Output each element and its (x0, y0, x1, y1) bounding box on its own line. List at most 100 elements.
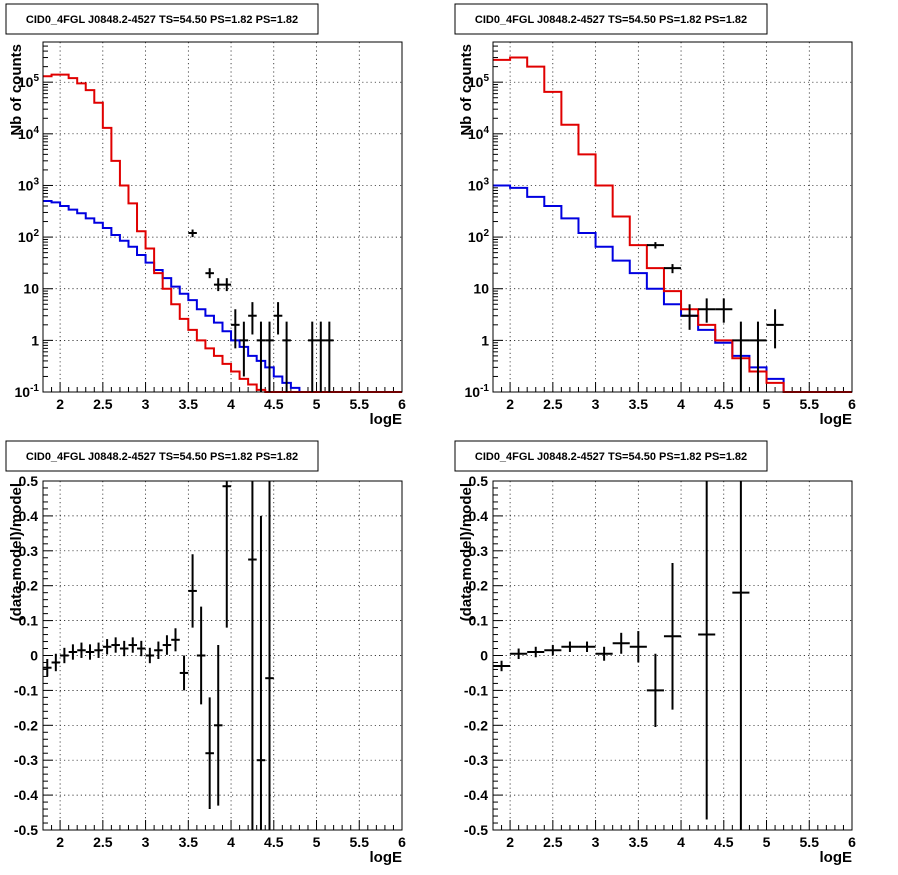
data-point (265, 321, 274, 392)
x-tick-label: 2 (56, 834, 64, 850)
y-tick-label: 0.3 (469, 543, 489, 559)
panel-4: CID0_4FGL J0848.2-4527 TS=54.50 PS=1.82 … (454, 440, 856, 866)
data-points (188, 229, 334, 392)
title-box (5, 3, 319, 35)
data-point (646, 242, 664, 249)
data-point (213, 278, 223, 292)
data-point (222, 481, 232, 628)
data-point (766, 309, 784, 349)
y-tick-label: 102 (18, 228, 40, 245)
data-point (715, 298, 733, 323)
y-tick-label: 103 (18, 176, 40, 193)
data-point (222, 278, 232, 292)
model-total-histogram (43, 73, 402, 393)
data-point (188, 229, 197, 238)
x-tick-label: 3.5 (629, 396, 649, 412)
plot-frame (492, 480, 853, 831)
y-tick-label: -0.3 (14, 752, 38, 768)
y-tick-label: 1 (481, 332, 489, 348)
x-tick-label: 2.5 (93, 396, 113, 412)
data-point (663, 563, 682, 710)
x-tick-label: 5.5 (800, 396, 820, 412)
data-point (273, 302, 283, 335)
grid (493, 42, 853, 393)
data-point (256, 321, 266, 392)
x-tick-label: 2 (506, 396, 514, 412)
y-tick-label: 104 (468, 125, 490, 142)
x-tick-label: 2 (56, 396, 64, 412)
chart-title: CID0_4FGL J0848.2-4527 TS=54.50 PS=1.82 … (475, 451, 747, 463)
axis-ticks (42, 480, 403, 831)
y-axis-label: (data-model)/model (458, 483, 475, 621)
data-point (205, 268, 214, 279)
chart-title: CID0_4FGL J0848.2-4527 TS=54.50 PS=1.82 … (475, 14, 747, 26)
x-axis-label: logE (370, 849, 403, 866)
x-tick-label: 3 (592, 396, 600, 412)
y-tick-label: 0.1 (19, 613, 39, 629)
chart-title: CID0_4FGL J0848.2-4527 TS=54.50 PS=1.82 … (26, 14, 298, 26)
data-point (213, 645, 223, 806)
y-tick-label: 0.4 (19, 508, 39, 524)
data-point (77, 642, 86, 658)
x-tick-label: 2 (506, 834, 514, 850)
data-point (595, 646, 613, 661)
y-tick-label: 0.2 (19, 578, 39, 594)
data-point (188, 554, 197, 628)
data-point (128, 637, 138, 653)
y-tick-label: -0.5 (464, 822, 488, 838)
plot-frame (42, 41, 403, 393)
data-point (43, 658, 52, 677)
model-total-histogram (493, 56, 852, 393)
data-point (94, 642, 103, 658)
x-tick-label: 5 (313, 396, 321, 412)
y-tick-label: 0.3 (19, 543, 39, 559)
data-point (154, 641, 163, 659)
y-tick-label: -0.1 (464, 682, 488, 698)
y-tick-label: 0 (480, 648, 488, 664)
x-tick-label: 2.5 (543, 396, 563, 412)
x-tick-label: 3 (592, 834, 600, 850)
x-tick-label: 3.5 (179, 396, 199, 412)
data-point (698, 481, 716, 820)
y-tick-label: 0.2 (469, 578, 489, 594)
data-point (248, 302, 257, 335)
x-tick-label: 5 (313, 834, 321, 850)
x-tick-label: 5.5 (350, 834, 370, 850)
title-box (454, 440, 768, 472)
x-axis-label: logE (370, 411, 403, 428)
data-points (43, 481, 274, 830)
data-point (698, 298, 716, 323)
x-tick-label: 6 (848, 396, 856, 412)
y-tick-label: -0.2 (14, 717, 38, 733)
y-tick-label: -0.2 (464, 717, 488, 733)
x-axis-label: logE (820, 411, 853, 428)
x-tick-label: 5.5 (800, 834, 820, 850)
grid (43, 480, 403, 831)
data-point (732, 321, 750, 392)
data-point (239, 321, 249, 377)
title-box (5, 440, 319, 472)
data-point (749, 321, 767, 392)
data-point (196, 606, 206, 705)
data-point (578, 641, 596, 653)
data-point (171, 628, 180, 652)
x-tick-label: 4 (677, 834, 685, 850)
model-component-histogram (493, 184, 852, 393)
y-tick-label: -0.4 (14, 787, 38, 803)
data-point (510, 648, 528, 659)
chart-title: CID0_4FGL J0848.2-4527 TS=54.50 PS=1.82 … (26, 451, 298, 463)
x-tick-label: 3.5 (179, 834, 199, 850)
data-point (732, 481, 750, 830)
y-tick-label: 103 (468, 176, 490, 193)
y-tick-label: 1 (31, 332, 39, 348)
data-point (51, 653, 61, 672)
data-point (60, 647, 69, 664)
y-tick-label: -0.4 (464, 787, 488, 803)
data-point (681, 304, 699, 330)
y-tick-label: 0.5 (469, 473, 489, 489)
data-point (493, 660, 511, 672)
x-axis-label: logE (820, 849, 853, 866)
panel-1: CID0_4FGL J0848.2-4527 TS=54.50 PS=1.82 … (5, 3, 406, 428)
data-point (137, 640, 146, 657)
